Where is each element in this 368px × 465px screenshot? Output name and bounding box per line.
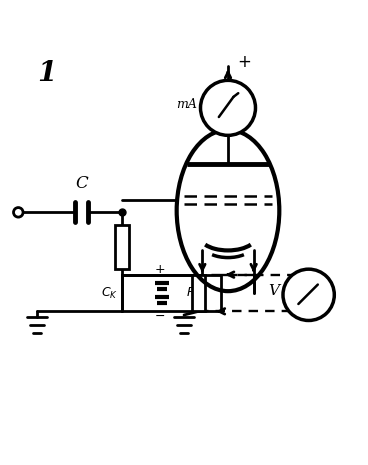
Bar [122, 275, 221, 312]
Text: $R_K$: $R_K$ [186, 286, 203, 300]
Text: V: V [268, 284, 279, 298]
Circle shape [201, 80, 255, 135]
Text: C: C [75, 175, 88, 192]
Bar [192, 275, 205, 312]
Circle shape [283, 269, 334, 320]
Text: $C_K$: $C_K$ [101, 286, 118, 301]
Text: −: − [155, 310, 166, 323]
Text: +: + [237, 53, 251, 71]
Text: 1: 1 [38, 60, 57, 87]
Text: +: + [155, 264, 166, 277]
Bar [115, 225, 129, 269]
Text: mA: mA [176, 98, 197, 111]
